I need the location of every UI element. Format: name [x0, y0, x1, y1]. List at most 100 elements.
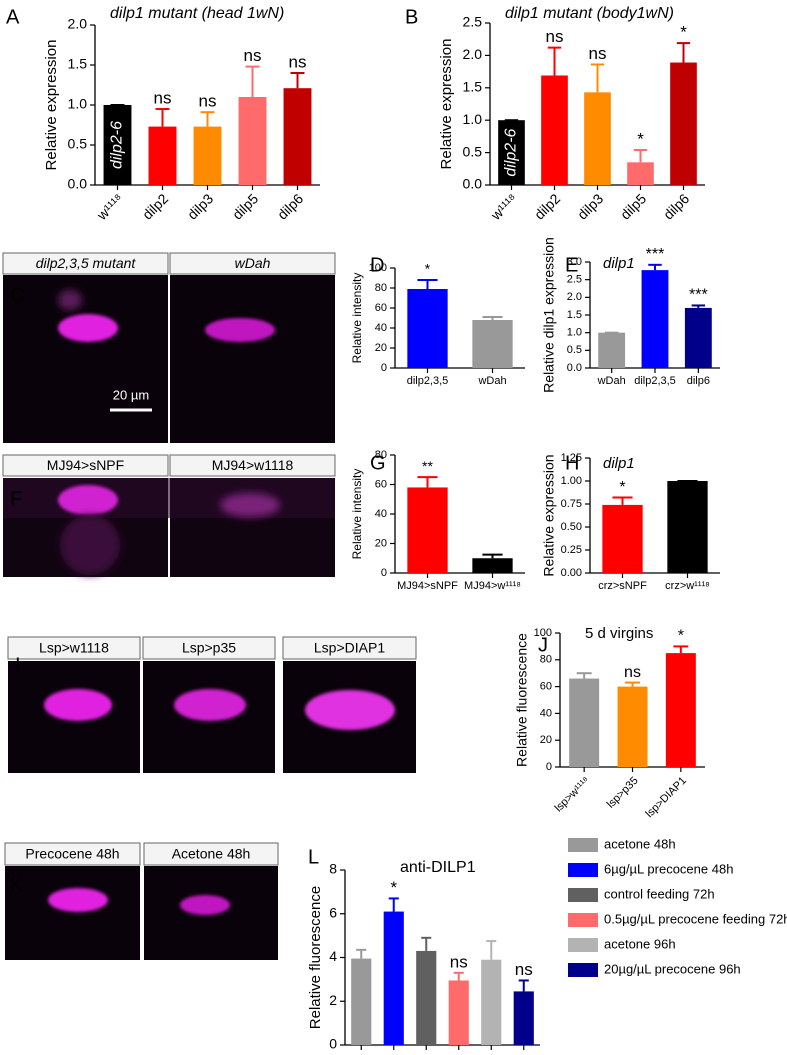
significance-label: * — [425, 261, 431, 277]
panel-letter: H — [565, 452, 579, 474]
y-axis-label: Relative fluorescence — [514, 633, 530, 767]
legend-swatch — [568, 938, 598, 952]
error-bar — [290, 72, 305, 89]
significance-label: * — [678, 628, 684, 645]
bar — [665, 653, 696, 767]
panel-header-box — [169, 454, 336, 477]
y-tick-label: 1.25 — [561, 452, 582, 464]
panel-letter: B — [405, 6, 418, 28]
y-tick-label: 100 — [534, 627, 552, 639]
error-bar — [421, 936, 432, 951]
y-tick-label: 0.5 — [567, 344, 582, 356]
y-tick-label: 40 — [540, 707, 552, 719]
error-bar — [676, 42, 691, 63]
y-tick-label: 0 — [381, 362, 387, 374]
y-tick-label: 0.0 — [567, 362, 582, 374]
y-axis-label: Relative expression — [43, 40, 60, 171]
bar — [667, 481, 708, 573]
bar — [541, 75, 568, 185]
chart-title: dilp1 mutant (body1wN) — [505, 5, 674, 22]
significance-label: ns — [546, 27, 564, 46]
bar — [238, 97, 267, 185]
error-bar — [673, 645, 689, 654]
y-tick-label: 1.0 — [68, 96, 88, 112]
error-bar — [648, 263, 662, 271]
legend-label: acetone 96h — [604, 936, 676, 951]
y-tick-label: 20 — [375, 342, 387, 354]
y-tick-label: 0 — [381, 567, 387, 579]
chart-title: 5 d virgins — [585, 625, 653, 642]
error-bar — [625, 681, 640, 687]
error-bar — [356, 948, 367, 959]
panel-header: MJ94>sNPF — [47, 457, 124, 473]
y-tick-label: 4 — [329, 948, 337, 964]
y-tick-label: 0.0 — [68, 176, 88, 192]
bar — [481, 959, 502, 1045]
significance-label: *** — [689, 287, 708, 304]
significance-label: ns — [589, 44, 607, 63]
panel-header-box — [4, 842, 141, 866]
chart-title: dilp1 mutant (head 1wN) — [110, 5, 284, 22]
significance-label: ns — [199, 92, 217, 111]
error-bar — [576, 672, 592, 679]
significance-label: *** — [646, 246, 665, 263]
bar — [602, 504, 643, 573]
y-tick-label: 0.75 — [561, 498, 582, 510]
x-tick-label: wDah — [477, 375, 506, 387]
x-tick-label: dilp2 — [139, 190, 171, 222]
y-tick-label: 1.00 — [561, 475, 582, 487]
y-tick-label: 2.5 — [463, 14, 483, 30]
legend-swatch — [568, 863, 598, 877]
legend-label: acetone 48h — [604, 836, 676, 851]
bar — [569, 678, 600, 767]
error-bar — [482, 553, 503, 559]
y-axis-label: Relative intensity — [350, 469, 364, 560]
y-tick-label: 0.00 — [561, 567, 582, 579]
y-tick-label: 60 — [540, 681, 552, 693]
y-tick-label: 2.5 — [567, 274, 582, 286]
bar — [407, 487, 448, 573]
x-tick-label: dilp3 — [574, 190, 606, 222]
significance-label: * — [637, 129, 644, 148]
panel-header: MJ94>w1118 — [212, 457, 294, 473]
y-tick-label: 6 — [329, 904, 337, 920]
y-tick-label: 0.25 — [561, 544, 582, 556]
bar — [351, 958, 372, 1045]
panel-header-box — [2, 454, 169, 477]
panel-letter: C — [10, 284, 24, 306]
panel-header-box — [143, 842, 279, 866]
y-tick-label: 60 — [375, 302, 387, 314]
y-tick-label: 0.50 — [561, 521, 582, 533]
error-bar — [155, 108, 170, 127]
y-tick-label: 1.0 — [463, 111, 483, 127]
error-bar — [633, 149, 648, 163]
legend-label: control feeding 72h — [604, 886, 715, 901]
legend-swatch — [568, 963, 598, 977]
y-tick-label: 0.0 — [463, 176, 483, 192]
x-tick-label: lsp>p35 — [605, 775, 641, 811]
bar — [193, 126, 222, 185]
x-tick-label: crz>sNPF — [598, 580, 647, 592]
x-tick-label: dilp2 — [531, 190, 563, 222]
panel-letter: J — [538, 634, 548, 656]
bar — [513, 991, 534, 1045]
x-tick-label: dilp6 — [274, 190, 306, 222]
bar — [448, 980, 469, 1045]
panel-letter: A — [6, 6, 20, 28]
panel-header-box — [7, 636, 141, 660]
error-bar — [691, 304, 706, 308]
panel-header: Lsp>p35 — [182, 640, 236, 656]
panel-header-box — [282, 636, 417, 660]
y-axis-label: Relative intensity — [350, 273, 364, 364]
bar — [472, 320, 513, 368]
bar — [416, 950, 437, 1045]
x-tick-label: MJ94>sNPF — [397, 580, 458, 592]
y-tick-label: 0 — [329, 1036, 337, 1052]
y-axis-label: Relative expression — [541, 454, 557, 576]
error-bar — [590, 63, 605, 93]
chart-title: dilp1 — [603, 255, 635, 272]
bar — [103, 105, 132, 185]
y-tick-label: 80 — [375, 282, 387, 294]
y-tick-label: 2.0 — [567, 291, 582, 303]
y-tick-label: 2.0 — [68, 16, 88, 32]
